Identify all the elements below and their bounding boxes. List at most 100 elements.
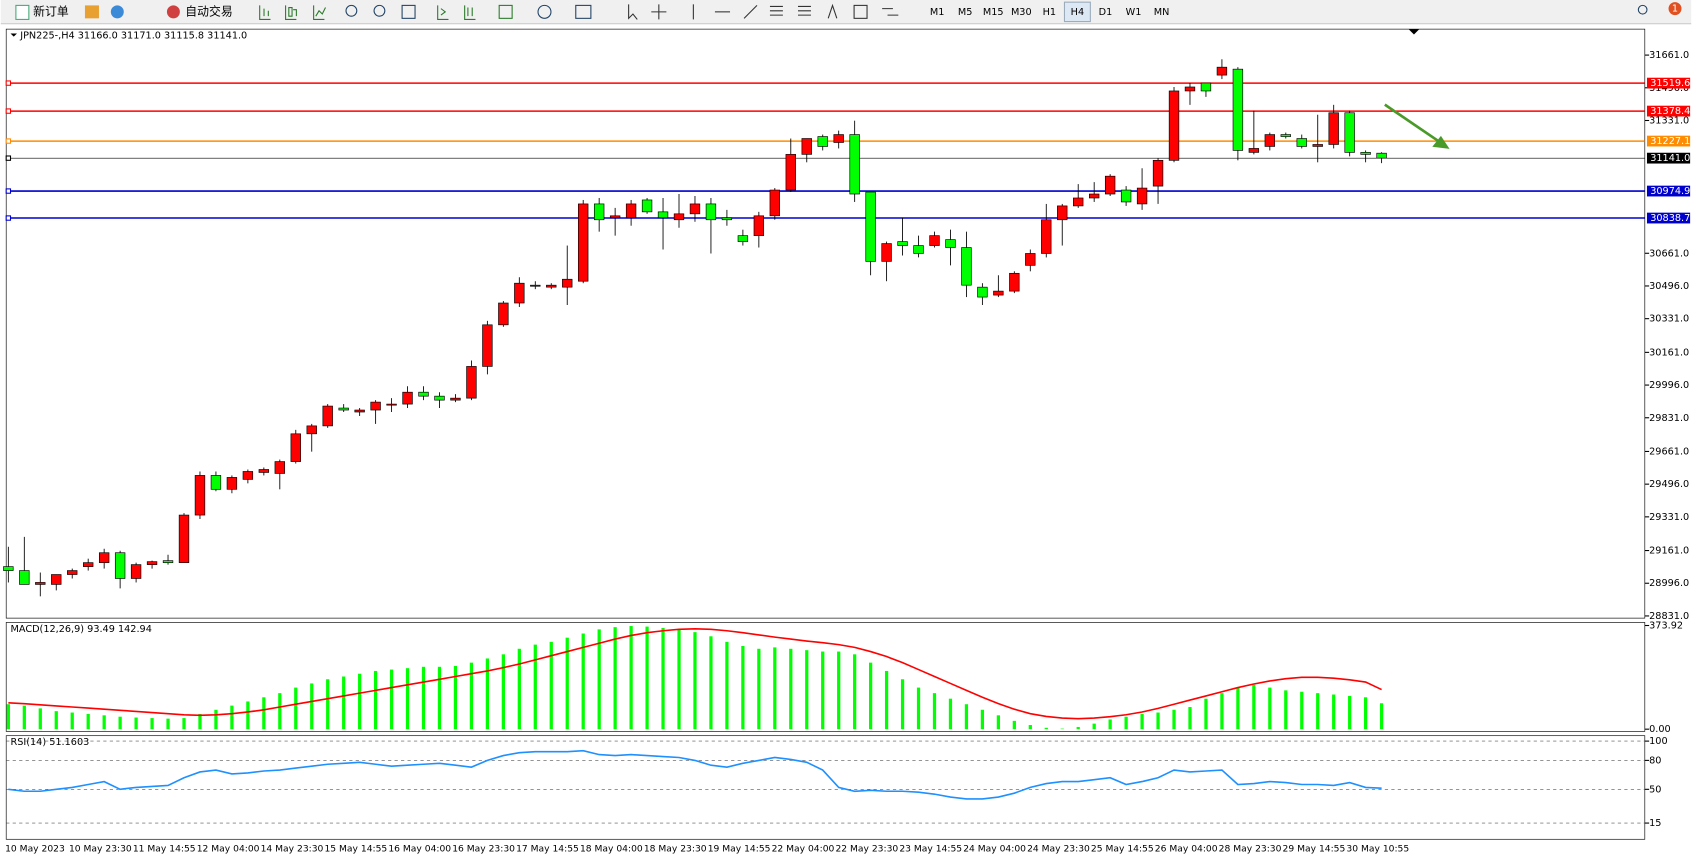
timeframe-button[interactable]: D1 (1099, 7, 1113, 18)
timeframe-button[interactable]: H4 (1063, 1, 1091, 23)
candle-body (593, 203, 605, 221)
toolbar (0, 0, 1692, 24)
macd-bar (358, 673, 362, 730)
icon[interactable] (373, 4, 386, 17)
y-tick-label: 31661.0 (1649, 50, 1689, 61)
icon[interactable] (882, 8, 899, 16)
candle-body (641, 199, 653, 213)
icon[interactable] (285, 5, 297, 20)
macd-bar (150, 718, 154, 730)
macd-bar (294, 687, 298, 730)
timeframe-button[interactable]: W1 (1126, 7, 1142, 18)
macd-bar (326, 679, 330, 730)
macd-bar (597, 629, 601, 730)
timeframe-button[interactable]: M15 (983, 7, 1004, 18)
macd-bar (134, 717, 138, 730)
search-icon[interactable] (1637, 4, 1648, 15)
candle-body (913, 245, 924, 254)
x-tick-label: 18 May 23:30 (644, 843, 707, 854)
macd-bar (757, 648, 761, 730)
timeframe-button[interactable]: M5 (958, 7, 973, 18)
y-tick-label: 29161.0 (1649, 546, 1689, 557)
icon[interactable] (651, 4, 667, 20)
icon[interactable] (827, 3, 838, 19)
icon[interactable] (797, 5, 811, 16)
timeframe-label: D1 (1099, 7, 1113, 18)
candle-body (306, 425, 317, 435)
candle-body (210, 475, 222, 490)
candle-body (482, 324, 493, 367)
macd-bar (980, 709, 985, 730)
y-tick-label: 28831.0 (1649, 611, 1689, 622)
macd-bar (469, 662, 474, 730)
macd-bar (1268, 687, 1272, 730)
level-label-bg (1646, 77, 1691, 89)
macd-bar (1316, 693, 1320, 730)
candle-body (705, 203, 717, 221)
badge-count: 1 (1672, 4, 1678, 15)
new-order-button[interactable]: 新订单 (15, 4, 69, 20)
icon[interactable] (575, 4, 592, 19)
indicator-line (8, 749, 1382, 800)
icon[interactable] (769, 5, 783, 16)
timeframe-button[interactable]: MN (1154, 7, 1170, 18)
y-tick-label: 30331.0 (1649, 314, 1689, 325)
rsi-title: RSI(14) 51.1603 (11, 737, 90, 748)
candle-body (1264, 134, 1276, 147)
candle-body (945, 239, 956, 248)
icon[interactable] (110, 5, 124, 19)
candle-body (418, 391, 429, 397)
x-tick-label: 17 May 14:55 (516, 843, 579, 854)
macd-bar (1188, 706, 1192, 730)
active-highlight (1063, 1, 1091, 23)
icon[interactable] (498, 4, 513, 19)
icon[interactable] (401, 4, 416, 19)
notification[interactable]: 1 (1668, 2, 1682, 16)
candle-body (833, 134, 844, 143)
y-tick-label: 373.92 (1649, 621, 1683, 632)
macd-bar (214, 709, 218, 730)
arrow-head (1432, 135, 1450, 149)
icon[interactable] (853, 4, 868, 19)
timeframe-button[interactable]: M30 (1011, 7, 1032, 18)
candle-body (1328, 112, 1339, 145)
candle-body (1057, 205, 1068, 221)
icon[interactable] (84, 5, 99, 19)
x-tick-label: 25 May 14:55 (1091, 843, 1154, 854)
icon[interactable] (259, 5, 271, 20)
level-label-bg (1646, 212, 1691, 224)
y-tick-label: 29661.0 (1649, 446, 1689, 457)
icon[interactable] (743, 5, 758, 19)
auto-trade-button[interactable]: 自动交易 (166, 4, 233, 18)
icon[interactable] (628, 4, 638, 20)
y-tick-label: 0.00 (1649, 724, 1671, 735)
candle-body (258, 469, 270, 473)
macd-bar (1012, 720, 1016, 730)
x-tick-label: 26 May 04:00 (1155, 843, 1218, 854)
shift-marker (1408, 29, 1420, 35)
icon[interactable] (464, 5, 476, 20)
candle-body (98, 552, 110, 563)
macd-bar (629, 626, 633, 730)
level-label-bg (1646, 152, 1691, 164)
level-label-bg (1646, 185, 1691, 197)
timeframe-button[interactable]: H1 (1043, 7, 1056, 18)
y-tick-label: 50 (1649, 784, 1661, 795)
timeframe-button[interactable]: M1 (930, 7, 945, 18)
icon[interactable] (437, 5, 449, 20)
candle-body (386, 403, 397, 406)
y-tick-label: 80 (1649, 755, 1661, 766)
x-tick-label: 24 May 04:00 (963, 843, 1026, 854)
macd-bar (1220, 693, 1224, 730)
level-label: 30838.7 (1650, 213, 1690, 224)
y-tick-label: 30496.0 (1649, 281, 1689, 292)
icon[interactable] (537, 4, 552, 19)
button-label: 自动交易 (185, 4, 232, 18)
macd-bar (916, 687, 921, 730)
icon[interactable] (345, 4, 358, 17)
icon[interactable] (313, 5, 326, 20)
macd-bar (278, 693, 282, 730)
macd-bar (246, 701, 250, 730)
